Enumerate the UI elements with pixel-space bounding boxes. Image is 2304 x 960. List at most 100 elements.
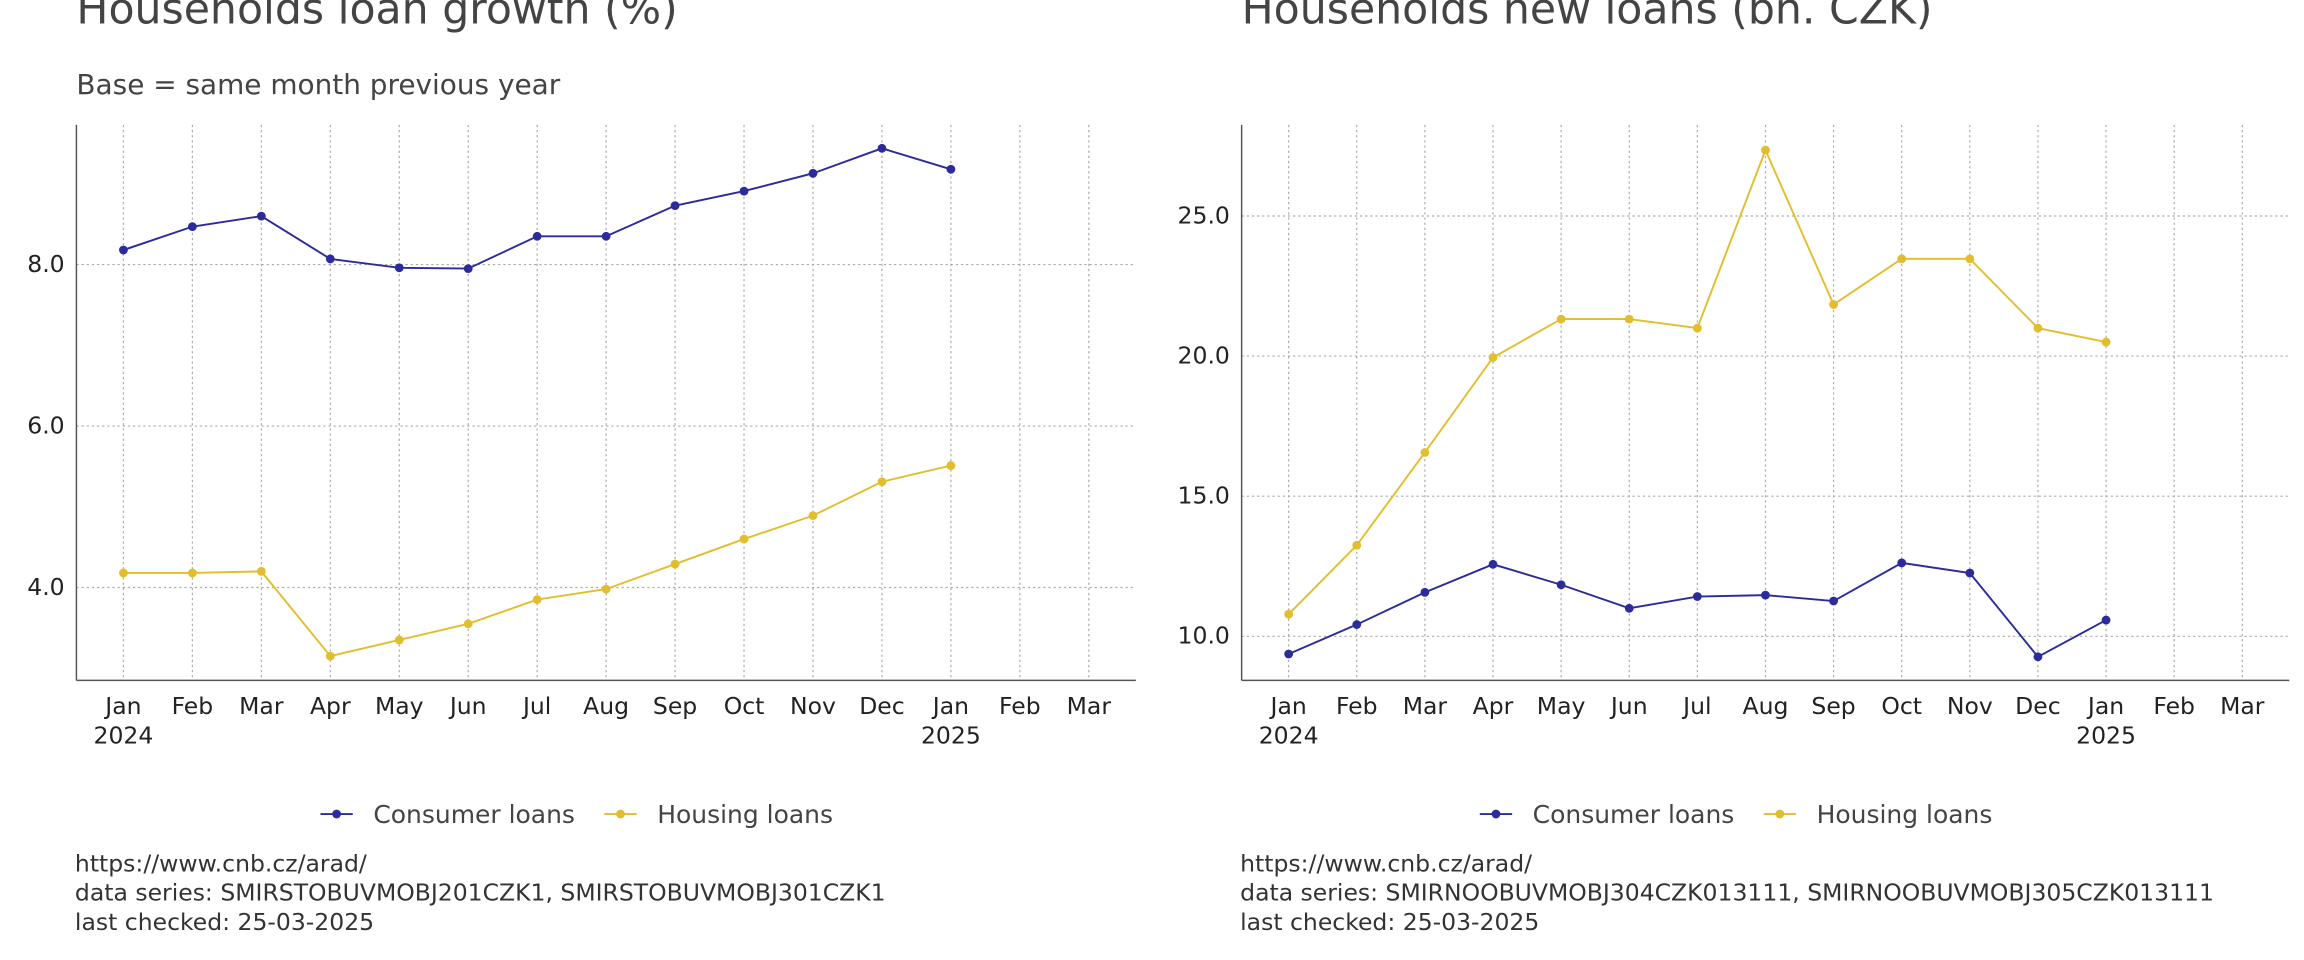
legend: Consumer loans Housing loans: [320, 800, 833, 829]
x-tick-label: Feb: [999, 692, 1041, 720]
x-tick-label: Mar: [239, 692, 284, 720]
data-point: [877, 143, 887, 153]
data-point: [394, 635, 404, 645]
x-tick-label: Oct: [1881, 692, 1922, 720]
x-tick-label: Jan 2025: [921, 692, 981, 749]
series-line: [123, 464, 952, 658]
data-point: [2101, 615, 2111, 625]
data-point: [1829, 596, 1838, 606]
data-point: [877, 477, 887, 487]
source-note: data series: SMIRSTOBUVMOBJ201CZK1, SMIR…: [75, 879, 886, 907]
x-tick-label: Jun: [1609, 692, 1648, 720]
data-point: [1829, 300, 1838, 309]
x-tick-label: Jan 2024: [94, 692, 154, 749]
y-tick-label: 20.0: [1178, 341, 1230, 369]
y-tick-label: 4.0: [27, 573, 64, 601]
data-point: [739, 186, 749, 196]
data-point: [1692, 323, 1702, 333]
data-point: [1352, 620, 1362, 629]
data-point: [1897, 558, 1907, 568]
legend-symbol: [616, 809, 625, 819]
data-point: [532, 231, 542, 241]
source-note: last checked: 25-03-2025: [75, 908, 374, 936]
data-point: [670, 201, 680, 211]
source-note: last checked: 25-03-2025: [1240, 908, 1539, 936]
source-note: data series: SMIRNOOBUVMOBJ304CZK013111,…: [1240, 879, 2214, 907]
x-tick-label: Nov: [790, 692, 836, 720]
x-tick-label: Aug: [1743, 692, 1789, 720]
data-point: [325, 254, 335, 264]
x-tick-label: Feb: [1336, 692, 1378, 720]
data-point: [256, 211, 266, 221]
x-tick-label: Jul: [521, 692, 551, 720]
legend-symbol: [332, 809, 342, 819]
data-point: [1624, 314, 1634, 324]
x-tick-label: Feb: [2153, 692, 2195, 720]
data-point: [463, 619, 473, 629]
y-tick-label: 10.0: [1178, 622, 1230, 650]
data-point: [256, 566, 266, 576]
x-tick-label: Dec: [859, 692, 904, 720]
data-point: [2033, 652, 2043, 662]
data-point: [1284, 649, 1294, 659]
data-point: [739, 534, 749, 544]
data-point: [1488, 559, 1498, 569]
chart-title: Households loan growth (%): [76, 0, 677, 35]
data-point: [1692, 592, 1702, 601]
data-point: [1897, 254, 1907, 264]
x-tick-label: Nov: [1947, 692, 1993, 720]
x-tick-label: Jul: [1681, 692, 1711, 720]
x-tick-label: Apr: [310, 692, 351, 720]
source-note: https://www.cnb.cz/arad/: [1240, 849, 1532, 877]
y-tick-label: 8.0: [27, 250, 64, 278]
data-point: [2033, 323, 2043, 333]
data-point: [187, 222, 197, 232]
data-point: [119, 568, 128, 578]
legend-label: Housing loans: [1817, 800, 1993, 829]
data-point: [946, 164, 956, 174]
data-point: [1965, 254, 1975, 264]
data-point: [1556, 580, 1566, 590]
legend-symbol: [1491, 809, 1501, 819]
legend-label: Housing loans: [657, 800, 833, 829]
data-point: [325, 651, 335, 661]
x-tick-label: Mar: [2220, 692, 2265, 720]
data-point: [1761, 145, 1770, 155]
data-point: [1965, 568, 1975, 578]
data-point: [1556, 314, 1566, 324]
data-point: [808, 168, 818, 178]
x-tick-label: Mar: [1067, 692, 1112, 720]
data-point: [946, 461, 956, 470]
data-point: [1420, 587, 1430, 597]
x-tick-label: Apr: [1473, 692, 1514, 720]
data-point: [1352, 540, 1362, 550]
chart-subtitle: Base = same month previous year: [76, 68, 560, 101]
x-tick-label: May: [1537, 692, 1586, 720]
x-tick-label: Jan 2025: [2076, 692, 2136, 749]
x-tick-label: Feb: [172, 692, 214, 720]
x-tick-label: Oct: [724, 692, 765, 720]
x-tick-label: Sep: [653, 692, 697, 720]
x-tick-label: May: [375, 692, 424, 720]
data-point: [1488, 353, 1498, 362]
data-point: [1284, 609, 1294, 619]
y-tick-label: 15.0: [1178, 482, 1230, 510]
chart-title: Households new loans (bn. CZK): [1242, 0, 1933, 35]
data-point: [463, 264, 473, 274]
x-tick-label: Dec: [2015, 692, 2060, 720]
data-point: [1761, 590, 1770, 600]
source-note: https://www.cnb.cz/arad/: [75, 849, 367, 877]
x-tick-label: Sep: [1811, 692, 1855, 720]
data-point: [1624, 603, 1634, 613]
data-point: [532, 595, 542, 605]
data-point: [187, 568, 197, 578]
y-tick-label: 25.0: [1178, 201, 1230, 229]
y-tick-label: 6.0: [27, 411, 64, 439]
data-point: [394, 263, 404, 273]
data-point: [601, 231, 611, 241]
data-point: [808, 511, 818, 521]
data-point: [2101, 337, 2111, 347]
data-point: [1420, 448, 1430, 457]
